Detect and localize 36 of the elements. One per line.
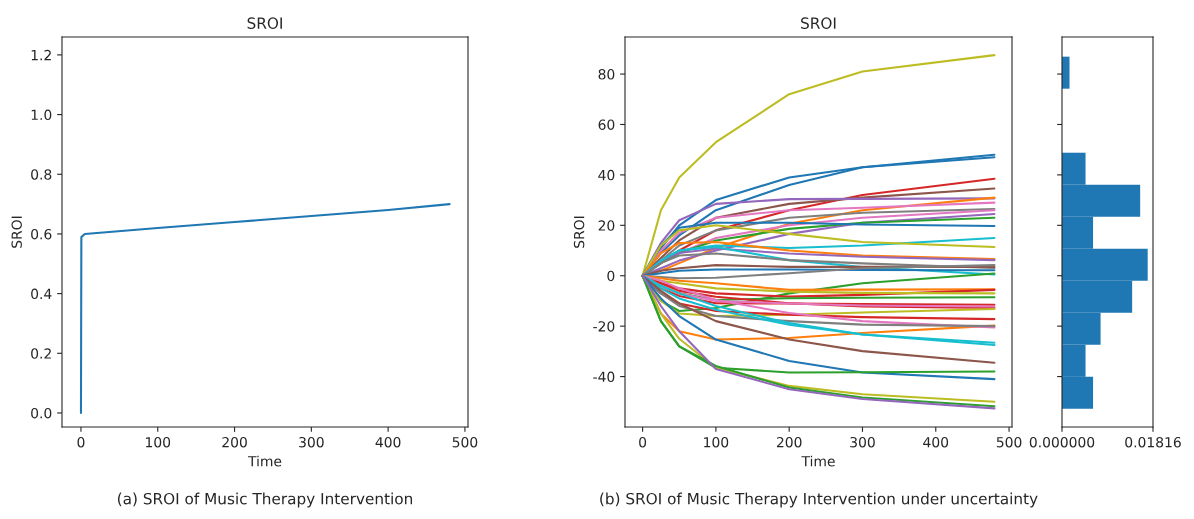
- x-tick-label: 0.000000: [1029, 436, 1095, 448]
- x-tick-label: 400: [923, 436, 949, 448]
- y-axis-title: SROI: [573, 216, 585, 248]
- y-tick-label: -40: [593, 371, 615, 383]
- x-axis-title: Time: [247, 455, 282, 467]
- y-tick-label: 0.8: [31, 169, 52, 180]
- y-tick-label: 0.4: [31, 288, 52, 300]
- x-tick-label: 0: [639, 436, 647, 448]
- chart-title: SROI: [801, 17, 836, 29]
- y-tick-label: -20: [593, 321, 615, 332]
- y-tick-label: 1.2: [31, 49, 51, 61]
- y-tick-label: 60: [598, 119, 615, 130]
- y-axis-title: SROI: [11, 216, 22, 248]
- y-tick-label: 0.6: [31, 228, 52, 240]
- x-axis-title: Time: [801, 455, 835, 467]
- chart-title: SROI: [247, 17, 282, 29]
- y-tick-label: 1.0: [31, 109, 52, 121]
- x-tick-label: 400: [375, 436, 401, 448]
- x-tick-label: 300: [850, 436, 875, 448]
- x-tick-label: 500: [452, 436, 478, 448]
- x-tick-label: 100: [704, 436, 729, 448]
- y-tick-label: 0.2: [31, 348, 51, 359]
- x-tick-label: 300: [299, 436, 324, 448]
- x-tick-label: 200: [222, 436, 247, 448]
- y-tick-label: 0: [607, 270, 615, 282]
- y-tick-label: 0.0: [31, 407, 52, 419]
- x-tick-label: 200: [776, 436, 802, 448]
- y-tick-label: 80: [598, 69, 615, 80]
- x-tick-label: 0: [77, 436, 85, 448]
- y-tick-label: 40: [598, 169, 615, 181]
- text: (b) SROI of Music Therapy Intervention under uncertainty: [600, 492, 1038, 508]
- y-tick-label: 20: [598, 220, 615, 231]
- x-tick-label: 100: [146, 436, 171, 448]
- text: (a) SROI of Music Therapy Intervention: [117, 492, 413, 508]
- x-tick-label: 500: [996, 436, 1022, 448]
- x-tick-label: 0.01816: [1125, 436, 1181, 448]
